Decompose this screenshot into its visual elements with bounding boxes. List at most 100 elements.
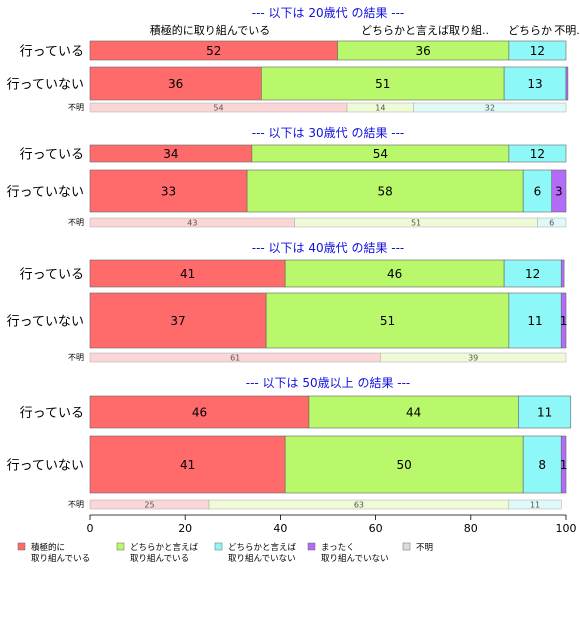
unknown-data-label: 63 — [354, 501, 364, 510]
column-header: 積極的に取り組んでいる — [150, 23, 270, 37]
data-label: 3 — [555, 185, 563, 199]
bar-segment-inactive — [551, 169, 567, 213]
bar-segment-somewhat_active — [246, 169, 524, 213]
panel-title: --- 以下は 30歳代 の結果 --- — [252, 126, 405, 140]
data-label: 6 — [534, 185, 542, 199]
bar-segment-active — [89, 259, 286, 288]
row-label: 行っている — [20, 268, 84, 283]
column-header: どちらか — [508, 24, 552, 37]
row-label-unknown: 不明 — [68, 103, 84, 112]
data-label: 12 — [530, 44, 545, 58]
legend-label: 取り組んでいない — [228, 553, 296, 564]
legend-swatch-unknown — [402, 542, 411, 551]
data-label: 41 — [180, 458, 195, 472]
unknown-bar-segment-somewhat_inactive — [413, 102, 567, 113]
legend-label: どちらかと言えば — [228, 542, 297, 553]
unknown-data-label: 43 — [187, 219, 197, 228]
legend-label: 積極的に — [31, 542, 65, 553]
legend-label: 不明 — [416, 543, 433, 553]
unknown-data-label: 61 — [230, 354, 240, 363]
unknown-data-label: 14 — [375, 104, 385, 113]
data-label: 36 — [168, 77, 183, 91]
legend-swatch-active — [17, 542, 26, 551]
data-label: 41 — [180, 267, 195, 281]
bar-segment-active — [89, 292, 267, 349]
data-label: 12 — [525, 267, 540, 281]
unknown-bar-segment-somewhat_inactive — [537, 217, 567, 228]
bar-segment-active — [89, 435, 286, 494]
row-label: 行っていない — [7, 459, 84, 474]
data-label: 51 — [375, 77, 390, 91]
bar-segment-somewhat_active — [284, 259, 505, 288]
bar-segment-inactive — [560, 435, 567, 494]
data-label: 44 — [406, 406, 421, 420]
row-label: 行っている — [20, 45, 84, 60]
bar-segment-somewhat_inactive — [503, 66, 567, 101]
unknown-bar-segment-somewhat_active — [380, 352, 567, 363]
bar-segment-somewhat_active — [265, 292, 510, 349]
legend-swatch-inactive — [307, 542, 316, 551]
bar-segment-somewhat_inactive — [518, 395, 572, 429]
bar-segment-somewhat_inactive — [508, 40, 567, 61]
row-label: 行っていない — [7, 185, 84, 200]
panel-title: --- 以下は 40歳代 の結果 --- — [252, 241, 405, 255]
unknown-data-label: 51 — [411, 219, 421, 228]
data-label: 37 — [170, 314, 185, 328]
data-label: 34 — [163, 147, 178, 161]
bar-segment-somewhat_active — [284, 435, 524, 494]
row-label: 行っている — [20, 148, 84, 163]
legend-label: 取り組んでいない — [321, 553, 389, 564]
legend-label: どちらかと言えば — [130, 542, 199, 553]
legend-label: まったく — [321, 543, 355, 553]
bar-segment-somewhat_inactive — [508, 292, 562, 349]
row-label: 行っている — [20, 406, 84, 421]
data-label: 52 — [206, 44, 221, 58]
data-label: 54 — [373, 147, 388, 161]
column-header: 不明. — [554, 24, 580, 37]
unknown-bar-segment-somewhat_inactive — [508, 499, 562, 510]
legend-label: 取り組んでいる — [130, 553, 189, 564]
bar-segment-somewhat_active — [308, 395, 519, 429]
x-tick-label: 20 — [178, 522, 192, 535]
row-label-unknown: 不明 — [68, 353, 84, 362]
x-tick-label: 100 — [556, 522, 577, 535]
x-tick-label: 0 — [87, 522, 94, 535]
panel-title: --- 以下は 50歳以上 の結果 --- — [246, 376, 411, 390]
data-label: 1 — [560, 314, 568, 328]
x-tick-label: 80 — [464, 522, 478, 535]
data-label: 33 — [161, 185, 176, 199]
column-header: どちらかと言えば取り組.. — [361, 24, 489, 37]
bar-segment-inactive — [565, 66, 569, 101]
row-label: 行っていない — [7, 78, 84, 93]
data-label: 11 — [527, 314, 542, 328]
data-label: 36 — [416, 44, 431, 58]
x-tick-label: 40 — [273, 522, 287, 535]
data-label: 51 — [380, 314, 395, 328]
unknown-data-label: 11 — [530, 501, 540, 510]
bar-segment-somewhat_inactive — [508, 144, 567, 163]
row-label-unknown: 不明 — [68, 218, 84, 227]
data-label: 46 — [387, 267, 402, 281]
bar-segment-somewhat_active — [261, 66, 505, 101]
data-label: 11 — [537, 406, 552, 420]
bar-segment-inactive — [560, 259, 565, 288]
unknown-data-label: 32 — [485, 104, 495, 113]
panel-title: --- 以下は 20歳代 の結果 --- — [252, 6, 405, 20]
bar-segment-somewhat_inactive — [503, 259, 562, 288]
legend-swatch-somewhat_active — [116, 542, 125, 551]
data-label: 58 — [377, 185, 392, 199]
row-label: 行っていない — [7, 315, 84, 330]
bar-segment-active — [89, 395, 310, 429]
legend-label: 取り組んでいる — [31, 553, 90, 564]
bar-segment-inactive — [560, 292, 567, 349]
x-tick-label: 60 — [369, 522, 383, 535]
bar-segment-active — [89, 169, 248, 213]
data-label: 46 — [192, 406, 207, 420]
bar-segment-somewhat_inactive — [522, 435, 562, 494]
bar-segment-somewhat_inactive — [522, 169, 553, 213]
legend-swatch-somewhat_inactive — [214, 542, 223, 551]
unknown-data-label: 25 — [144, 501, 154, 510]
data-label: 50 — [397, 458, 412, 472]
unknown-data-label: 39 — [468, 354, 478, 363]
